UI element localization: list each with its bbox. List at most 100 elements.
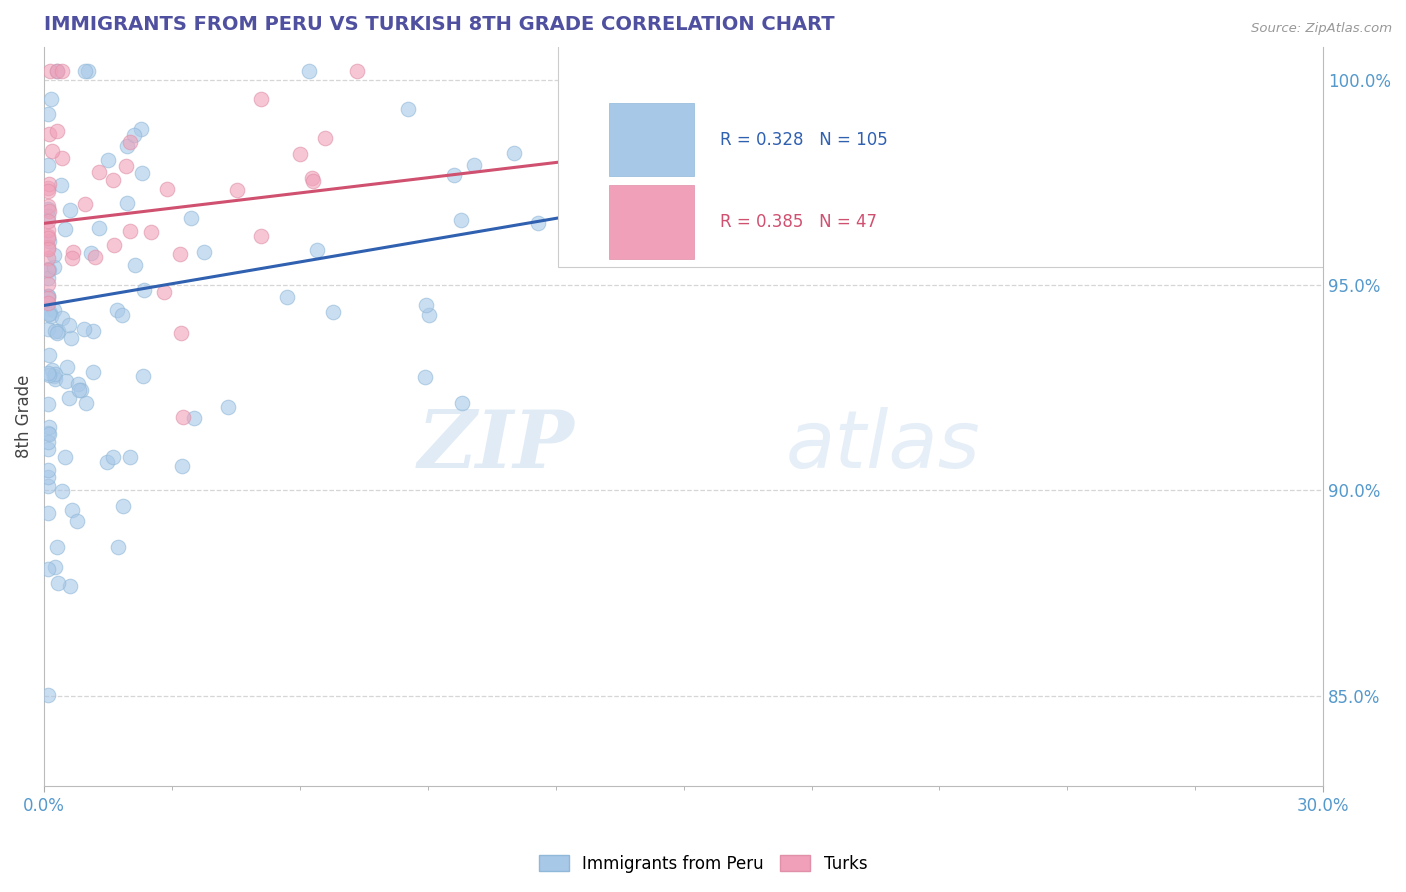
Point — [42, 248, 65, 262]
Point — [217, 401, 239, 415]
Point — [49, 178, 72, 193]
Point — [124, 258, 146, 272]
Point — [42, 260, 65, 274]
Text: R = 0.328   N = 105: R = 0.328 N = 105 — [720, 130, 887, 148]
Point — [132, 369, 155, 384]
Point — [59, 580, 82, 594]
Point — [170, 458, 193, 473]
Point — [37, 214, 59, 228]
Point — [45, 326, 67, 341]
Point — [107, 303, 129, 318]
Point — [38, 262, 60, 277]
Point — [37, 688, 59, 702]
Point — [75, 396, 97, 410]
Point — [41, 144, 63, 158]
Point — [38, 420, 60, 434]
Point — [51, 151, 73, 165]
Point — [183, 411, 205, 425]
Point — [38, 348, 60, 362]
Point — [59, 331, 82, 345]
Point — [44, 325, 66, 339]
Point — [122, 128, 145, 143]
Point — [450, 395, 472, 409]
Point — [37, 263, 59, 277]
Point — [55, 374, 77, 388]
Point — [39, 305, 62, 319]
Point — [37, 295, 59, 310]
Point — [53, 221, 76, 235]
Point — [226, 183, 249, 197]
Point — [103, 173, 125, 187]
Point — [118, 224, 141, 238]
Point — [37, 397, 59, 411]
Point — [97, 153, 120, 167]
Point — [129, 121, 152, 136]
Point — [115, 195, 138, 210]
Point — [41, 363, 63, 377]
Point — [117, 138, 139, 153]
Point — [46, 124, 69, 138]
Point — [37, 478, 59, 492]
Point — [314, 131, 336, 145]
Point — [73, 196, 96, 211]
Point — [38, 127, 60, 141]
Point — [141, 225, 163, 239]
Point — [37, 435, 59, 450]
Point — [37, 242, 59, 256]
Point — [96, 455, 118, 469]
Point — [75, 64, 97, 78]
Point — [42, 369, 65, 384]
Point — [38, 307, 60, 321]
Point — [66, 514, 89, 528]
Point — [67, 377, 90, 392]
Point — [172, 409, 194, 424]
Point — [44, 368, 66, 382]
Point — [134, 284, 156, 298]
Point — [37, 322, 59, 336]
FancyBboxPatch shape — [558, 0, 1406, 267]
Point — [37, 231, 59, 245]
Point — [301, 171, 323, 186]
Point — [37, 181, 59, 195]
Point — [37, 562, 59, 576]
Point — [51, 310, 73, 325]
Point — [38, 368, 60, 382]
Point — [527, 216, 550, 230]
Point — [111, 308, 134, 322]
Y-axis label: 8th Grade: 8th Grade — [15, 375, 32, 458]
Point — [39, 309, 62, 323]
Point — [37, 158, 59, 172]
Point — [37, 262, 59, 277]
Point — [37, 184, 59, 198]
Point — [37, 277, 59, 292]
Point — [70, 383, 93, 397]
Point — [55, 450, 77, 464]
Point — [37, 271, 59, 285]
Point — [67, 383, 90, 397]
Point — [37, 442, 59, 456]
Point — [415, 298, 437, 312]
Point — [38, 204, 60, 219]
Point — [249, 228, 271, 243]
Point — [60, 502, 83, 516]
Point — [37, 463, 59, 477]
Point — [415, 370, 437, 384]
Point — [153, 285, 176, 300]
Point — [101, 450, 124, 464]
Point — [37, 228, 59, 243]
Text: IMMIGRANTS FROM PERU VS TURKISH 8TH GRADE CORRELATION CHART: IMMIGRANTS FROM PERU VS TURKISH 8TH GRAD… — [44, 15, 835, 34]
Point — [38, 234, 60, 248]
Point — [118, 135, 141, 149]
Point — [84, 251, 107, 265]
Point — [288, 147, 311, 161]
Point — [37, 209, 59, 223]
Point — [46, 64, 69, 78]
Point — [37, 199, 59, 213]
Bar — [609, 103, 695, 177]
Point — [76, 64, 98, 78]
Point — [450, 213, 472, 227]
Point — [302, 174, 325, 188]
Point — [37, 470, 59, 484]
Point — [44, 372, 66, 386]
Point — [80, 245, 103, 260]
